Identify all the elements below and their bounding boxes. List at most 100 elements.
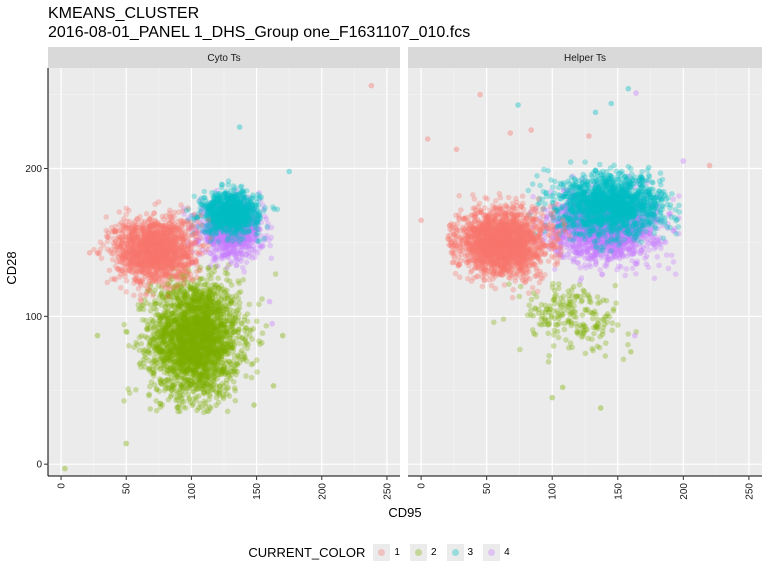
data-point <box>250 207 256 213</box>
data-point <box>194 408 200 414</box>
data-point <box>166 357 172 363</box>
data-point <box>150 325 156 331</box>
data-point <box>143 355 149 361</box>
data-point <box>126 343 132 349</box>
data-point <box>161 339 167 345</box>
data-point <box>228 261 234 267</box>
data-point <box>145 325 151 331</box>
data-point <box>222 207 228 213</box>
data-point <box>228 301 234 307</box>
data-point <box>207 330 213 336</box>
data-point <box>235 353 241 359</box>
data-point <box>200 299 206 305</box>
data-point <box>221 252 227 258</box>
data-point <box>233 398 239 404</box>
data-point <box>194 394 200 400</box>
data-point <box>211 269 217 275</box>
data-point <box>147 384 153 390</box>
data-point <box>137 347 143 353</box>
data-point <box>179 396 185 402</box>
data-point <box>250 326 256 332</box>
data-point <box>165 368 171 374</box>
data-point <box>229 372 235 378</box>
data-point <box>200 342 206 348</box>
data-point <box>237 341 243 347</box>
data-point <box>220 369 226 375</box>
data-point <box>139 341 145 347</box>
data-point <box>244 220 250 226</box>
data-point <box>103 214 109 220</box>
data-point <box>214 231 220 237</box>
data-point <box>155 343 161 349</box>
data-point <box>151 318 157 324</box>
data-point <box>226 178 232 184</box>
data-point <box>188 286 194 292</box>
data-point <box>197 375 203 381</box>
data-point <box>181 316 187 322</box>
data-point <box>153 357 159 363</box>
data-point <box>193 319 199 325</box>
data-point <box>166 308 172 314</box>
data-point <box>155 329 161 335</box>
data-point <box>201 195 207 201</box>
data-point <box>224 265 230 271</box>
data-point <box>224 328 230 334</box>
data-point <box>219 356 225 362</box>
data-point <box>166 350 172 356</box>
data-point <box>185 303 191 309</box>
data-point <box>234 206 240 212</box>
data-point <box>169 392 175 398</box>
data-point <box>275 207 281 213</box>
data-point <box>228 345 234 351</box>
data-point <box>255 230 261 236</box>
data-point <box>244 188 250 194</box>
data-point <box>227 393 233 399</box>
data-point <box>185 380 191 386</box>
data-point <box>215 275 221 281</box>
data-point <box>208 263 214 269</box>
data-point <box>269 255 275 261</box>
data-point <box>238 184 244 190</box>
data-point <box>230 216 236 222</box>
data-point <box>237 300 243 306</box>
data-point <box>156 321 162 327</box>
data-point <box>144 335 150 341</box>
data-point <box>107 268 113 274</box>
data-point <box>167 378 173 384</box>
data-point <box>229 322 235 328</box>
data-point <box>196 281 202 287</box>
data-point <box>247 302 253 308</box>
data-point <box>151 363 157 369</box>
data-point <box>192 305 198 311</box>
data-point <box>213 349 219 355</box>
data-point <box>181 375 187 381</box>
data-point <box>241 356 247 362</box>
data-point <box>259 195 265 201</box>
data-point <box>191 212 197 218</box>
data-point <box>249 336 255 342</box>
data-point <box>223 218 229 224</box>
data-point <box>190 361 196 367</box>
data-point <box>231 183 237 189</box>
data-point <box>212 220 218 226</box>
data-point <box>211 203 217 209</box>
data-point <box>232 252 238 258</box>
data-point <box>181 404 187 410</box>
data-point <box>235 196 241 202</box>
data-point <box>264 216 270 222</box>
data-point <box>228 195 234 201</box>
data-point <box>222 191 228 197</box>
data-point <box>225 409 231 415</box>
data-point <box>161 348 167 354</box>
data-point <box>159 291 165 297</box>
data-point <box>245 346 251 352</box>
data-point <box>165 324 171 330</box>
data-point <box>233 258 239 264</box>
data-point <box>264 224 270 230</box>
data-point <box>187 349 193 355</box>
data-point <box>211 362 217 368</box>
data-point <box>121 322 127 328</box>
data-point <box>206 367 212 373</box>
data-point <box>175 358 181 364</box>
data-point <box>209 320 215 326</box>
